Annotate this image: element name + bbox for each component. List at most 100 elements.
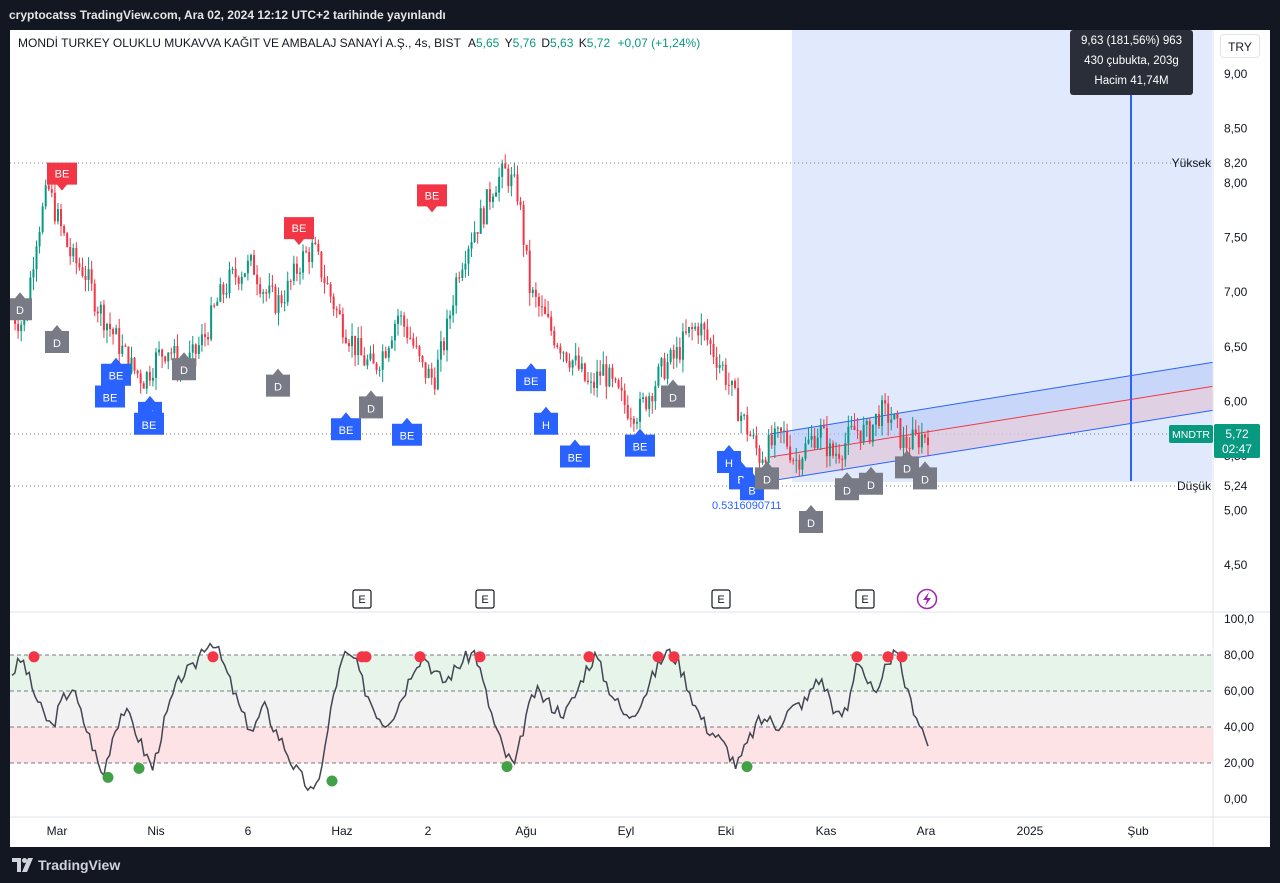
open-value: 5,65 — [475, 36, 500, 50]
candle-body — [240, 276, 243, 284]
candle-body — [678, 347, 681, 360]
candle-body — [786, 430, 789, 447]
candle-body — [832, 443, 835, 456]
signal-buy-be[interactable]: BE — [95, 379, 125, 408]
signal-label: D — [763, 474, 771, 486]
candle-body — [470, 241, 473, 249]
candle-body — [295, 263, 298, 274]
rsi-zone — [10, 727, 1213, 763]
price-tick-label: 5,00 — [1224, 503, 1248, 517]
candle-body — [308, 252, 311, 263]
candle-body — [44, 185, 47, 207]
rsi-tick-label: 0,00 — [1224, 792, 1248, 806]
signal-buy-be[interactable]: BE — [134, 406, 164, 435]
time-axis: Mar Nis 6 Haz 2 Ağu Eyl Eki Kas Ara 2025 Şub — [47, 824, 1149, 838]
candle-body — [571, 360, 574, 368]
channel-lower-line — [769, 409, 1216, 482]
signal-label: BE — [425, 190, 440, 202]
signal-buy-be[interactable]: BE — [101, 357, 131, 386]
low-value: 5,24 — [1224, 479, 1248, 493]
signal-sell-be[interactable]: BE — [417, 184, 447, 213]
signal-neutral-d[interactable]: D — [755, 461, 779, 490]
candle-body — [737, 387, 740, 422]
signal-neutral-d[interactable]: D — [266, 368, 290, 397]
candle-body — [280, 295, 283, 304]
candle-body — [681, 331, 684, 360]
earnings-mark[interactable]: E — [855, 589, 875, 609]
candle-body — [688, 327, 691, 333]
candle-body — [133, 357, 136, 371]
candle-body — [397, 315, 400, 324]
candle-body — [651, 396, 654, 402]
signal-neutral-d[interactable]: D — [172, 352, 196, 381]
signal-neutral-d[interactable]: D — [913, 461, 937, 490]
candle-body — [204, 334, 207, 337]
signal-label: D — [180, 365, 188, 377]
candle-body — [614, 378, 617, 381]
candle-body — [127, 346, 130, 373]
candle-body — [639, 398, 642, 422]
candle-body — [675, 347, 678, 359]
signal-sell-be[interactable]: BE — [47, 162, 77, 191]
signal-label: BE — [142, 420, 157, 432]
earnings-mark[interactable]: E — [711, 589, 731, 609]
candle-body — [311, 242, 314, 263]
candle-body — [381, 351, 384, 370]
earnings-mark[interactable]: E — [352, 589, 372, 609]
candle-body — [115, 328, 118, 335]
candle-body — [271, 285, 274, 287]
signal-buy-h[interactable]: H — [717, 444, 741, 473]
candle-body — [721, 364, 724, 366]
signal-neutral-d[interactable]: D — [8, 292, 32, 321]
signal-buy-be[interactable]: BE — [625, 428, 655, 457]
candle-body — [519, 201, 522, 205]
candle-body — [593, 381, 596, 388]
signal-sell-be[interactable]: BE — [284, 217, 314, 246]
lightning-icon[interactable] — [916, 588, 938, 610]
candle-body — [351, 335, 354, 347]
candle-body — [347, 342, 350, 347]
candle-body — [764, 459, 767, 464]
signal-neutral-d[interactable]: D — [799, 504, 823, 533]
candle-body — [142, 383, 145, 389]
candle-body — [620, 387, 623, 391]
chart-svg[interactable]: BEBEBEBEBEHBEBEBEHBEBEBEHBBDDDDDDDDDDDD … — [8, 30, 1270, 847]
signal-buy-h[interactable]: H — [534, 406, 558, 435]
price-tick-label: 6,00 — [1224, 394, 1248, 408]
currency-button[interactable]: TRY — [1220, 34, 1260, 58]
fib-text: 0.5316090711 — [712, 500, 782, 512]
candle-body — [458, 277, 461, 279]
candle-body — [868, 420, 871, 443]
candle-body — [139, 373, 142, 384]
open-label: A — [467, 36, 476, 50]
earnings-mark[interactable]: E — [475, 589, 495, 609]
signal-neutral-d[interactable]: D — [45, 324, 69, 353]
candle-body — [819, 424, 822, 438]
signal-buy-be[interactable]: BE — [392, 417, 422, 446]
candle-body — [41, 206, 44, 233]
candle-body — [253, 254, 256, 275]
signal-neutral-d[interactable]: D — [661, 379, 685, 408]
signal-buy-be[interactable]: BE — [516, 363, 546, 392]
candle-body — [537, 296, 540, 307]
candle-body — [75, 247, 78, 264]
candle-body — [795, 459, 798, 461]
signal-buy-be[interactable]: BE — [331, 412, 361, 441]
candle-body — [124, 345, 127, 347]
tradingview-logo[interactable]: TradingView — [12, 857, 120, 873]
earnings-label: E — [861, 594, 868, 606]
signal-neutral-d[interactable]: D — [859, 466, 883, 495]
signal-label: H — [725, 458, 733, 470]
candle-body — [415, 345, 418, 347]
signal-neutral-d[interactable]: D — [359, 390, 383, 419]
signal-label: BE — [109, 371, 124, 383]
chart-frame[interactable]: BEBEBEBEBEHBEBEBEHBEBEBEHBBDDDDDDDDDDDD … — [8, 30, 1270, 847]
candle-body — [390, 340, 393, 348]
candle-body — [767, 434, 770, 464]
signal-neutral-d[interactable]: D — [835, 472, 859, 501]
time-tick-label: Haz — [331, 824, 352, 838]
candle-body — [436, 359, 439, 390]
candle-body — [847, 426, 850, 444]
rsi-tick-label: 100,0 — [1224, 612, 1254, 626]
signal-buy-be[interactable]: BE — [560, 439, 590, 468]
